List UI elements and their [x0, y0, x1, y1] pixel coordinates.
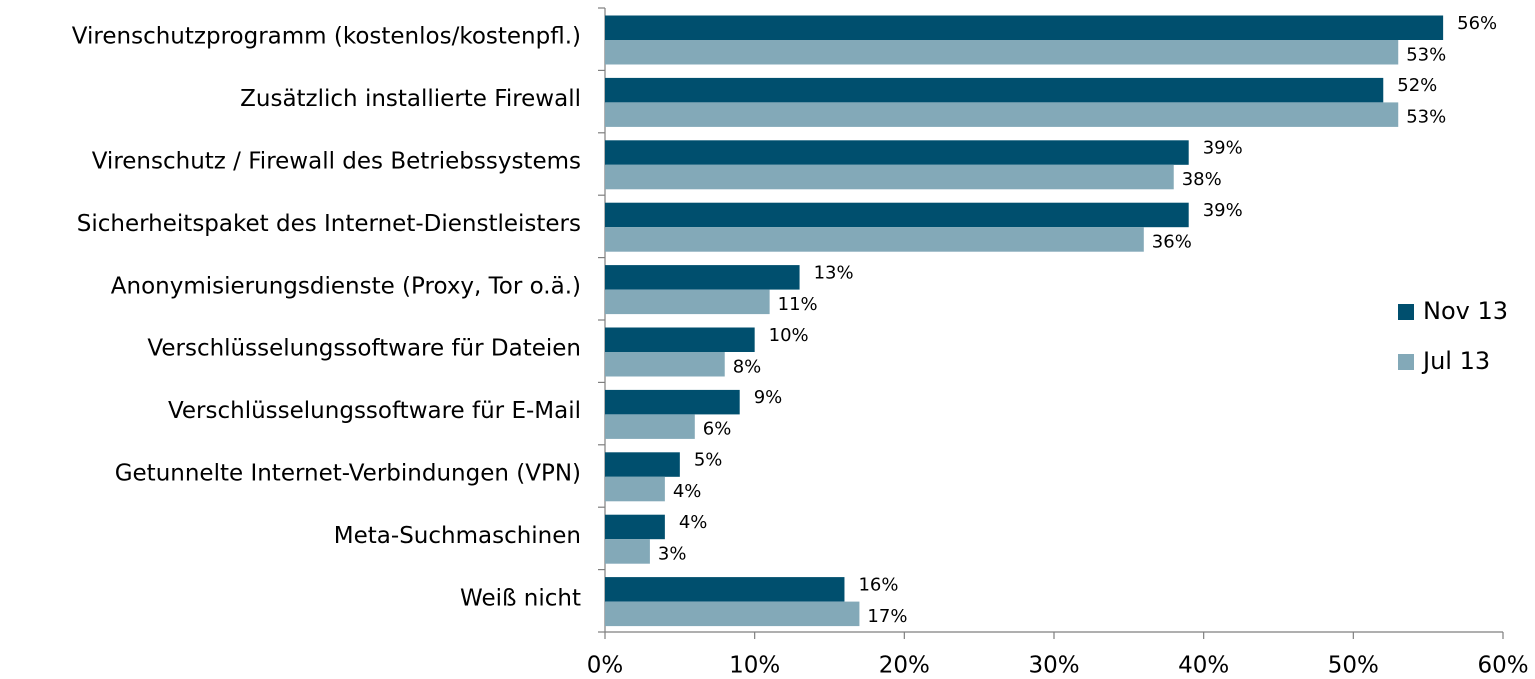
category-label: Zusätzlich installierte Firewall [240, 86, 581, 112]
bar [605, 227, 1144, 252]
value-label: 13% [814, 262, 854, 283]
bar [605, 40, 1399, 65]
value-label: 9% [754, 387, 783, 408]
value-label: 38% [1182, 169, 1222, 190]
bar [605, 476, 665, 502]
value-label: 16% [858, 574, 898, 595]
category-label: Virenschutz / Firewall des Betriebssyste… [92, 149, 581, 175]
legend-label: Nov 13 [1423, 297, 1508, 325]
category-label: Getunnelte Internet-Verbindungen (VPN) [115, 461, 581, 487]
value-label: 53% [1406, 44, 1446, 65]
bar [605, 414, 695, 439]
value-label: 36% [1152, 231, 1192, 252]
x-tick-label: 40% [1178, 653, 1229, 679]
x-tick-label: 0% [587, 653, 624, 679]
bar [605, 539, 650, 564]
value-label: 39% [1203, 138, 1243, 159]
category-label: Anonymisierungsdienste (Proxy, Tor o.ä.) [111, 273, 581, 299]
value-label: 4% [679, 512, 708, 533]
value-label: 17% [867, 606, 907, 627]
value-label: 39% [1203, 200, 1243, 221]
x-tick-label: 30% [1028, 653, 1079, 679]
bar [605, 289, 770, 315]
category-label: Virenschutzprogramm (kostenlos/kostenpfl… [72, 24, 581, 50]
legend-swatch [1398, 354, 1414, 370]
value-label: 52% [1397, 75, 1437, 96]
category-label: Verschlüsselungssoftware für Dateien [147, 336, 581, 362]
value-label: 6% [703, 419, 732, 440]
value-label: 4% [673, 481, 702, 502]
value-label: 10% [769, 325, 809, 346]
legend-swatch [1398, 304, 1414, 320]
bar [605, 140, 1189, 165]
bar [605, 577, 845, 602]
bar [605, 327, 755, 352]
bar [605, 265, 800, 290]
value-label: 11% [778, 294, 818, 315]
category-label: Verschlüsselungssoftware für E-Mail [168, 398, 581, 424]
value-label: 8% [733, 356, 762, 377]
x-tick-label: 50% [1328, 653, 1379, 679]
bar [605, 514, 665, 540]
category-label: Sicherheitspaket des Internet-Dienstleis… [77, 211, 581, 237]
bar [605, 77, 1384, 103]
bar [605, 389, 740, 415]
value-label: 53% [1406, 107, 1446, 128]
bar [605, 202, 1189, 228]
x-tick-label: 20% [879, 653, 930, 679]
value-label: 3% [658, 543, 687, 564]
bar [605, 601, 860, 627]
value-label: 5% [694, 450, 723, 471]
bar [605, 15, 1444, 40]
category-label: Weiß nicht [460, 585, 581, 611]
bar [605, 102, 1399, 127]
x-tick-label: 60% [1477, 653, 1528, 679]
legend-label: Jul 13 [1421, 347, 1490, 375]
value-label: 56% [1457, 13, 1497, 34]
bar [605, 352, 725, 377]
bar [605, 164, 1174, 190]
x-tick-label: 10% [729, 653, 780, 679]
bar [605, 452, 680, 477]
category-label: Meta-Suchmaschinen [334, 523, 581, 549]
